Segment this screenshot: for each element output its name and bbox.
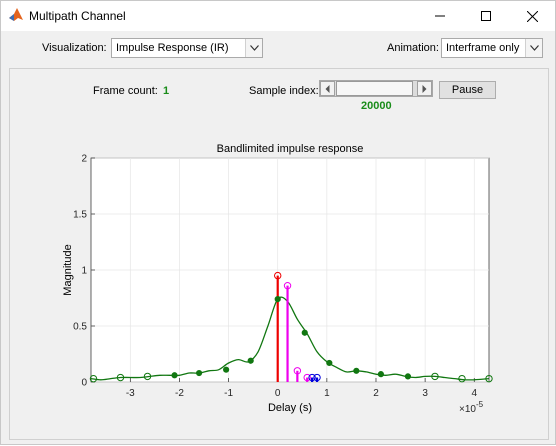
visualization-label: Visualization:	[42, 42, 107, 54]
sample-marker-filled	[353, 367, 360, 374]
stem-marker	[303, 373, 311, 382]
sample-marker-filled	[326, 359, 333, 367]
sample-marker-filled	[171, 372, 178, 379]
axis-ticks: -3 -2 -1 0 1 2 3 4 0 0.5 1 1.5 2	[73, 154, 477, 400]
close-icon	[526, 10, 538, 22]
sample-marker-filled	[301, 329, 308, 336]
sample-marker-filled	[247, 357, 254, 364]
title-bar[interactable]: Multipath Channel	[1, 1, 555, 31]
stem-marker	[313, 373, 321, 382]
sample-marker-filled	[377, 371, 385, 378]
y-tick-label: 1.5	[73, 210, 87, 221]
sample-markers	[89, 296, 493, 383]
y-tick-label: 1	[81, 266, 87, 277]
stem-marker	[308, 373, 316, 382]
x-exponent-label: ×10-5	[459, 400, 484, 415]
chevron-down-icon[interactable]	[525, 39, 542, 57]
y-tick-label: 0	[81, 378, 87, 389]
sample-marker-hollow	[485, 374, 493, 383]
visualization-select-value: Impulse Response (IR)	[116, 42, 229, 54]
slider-left-arrow-button[interactable]	[320, 81, 335, 96]
frame-count-value: 1	[163, 85, 170, 97]
x-tick-label: 2	[373, 388, 379, 399]
matlab-app-icon	[8, 7, 24, 23]
sample-marker-hollow	[89, 374, 98, 383]
slider-right-arrow-button[interactable]	[417, 81, 432, 96]
sample-index-value: 20000	[361, 100, 392, 112]
chevron-down-icon[interactable]	[245, 39, 262, 57]
stem-marker	[283, 281, 292, 290]
path-stems	[274, 271, 321, 382]
animation-select[interactable]: Interframe only	[441, 38, 543, 58]
y-tick-label: 2	[81, 154, 87, 165]
pause-button[interactable]: Pause	[439, 81, 496, 99]
maximize-icon	[481, 11, 491, 21]
sample-marker-hollow	[431, 372, 439, 381]
x-exponent-power: -5	[476, 400, 484, 409]
sample-marker-hollow	[116, 373, 125, 382]
chevron-right-icon	[422, 84, 427, 93]
sample-marker-filled	[274, 296, 281, 303]
window-title: Multipath Channel	[29, 9, 126, 23]
grid-lines	[91, 157, 489, 383]
sample-marker-filled	[223, 366, 230, 373]
x-tick-label: -2	[175, 388, 184, 399]
x-exponent-base: ×10	[459, 404, 476, 415]
frame-count-label: Frame count:	[93, 85, 158, 97]
x-axis-label: Delay (s)	[268, 402, 312, 414]
toolbar: Visualization: Impulse Response (IR) Ani…	[1, 31, 555, 67]
animation-select-value: Interframe only	[446, 42, 520, 54]
close-button[interactable]	[509, 1, 555, 31]
x-tick-label: 3	[422, 388, 428, 399]
stem-marker	[293, 367, 302, 375]
x-tick-label: 1	[324, 388, 330, 399]
minimize-icon	[435, 15, 445, 17]
maximize-button[interactable]	[463, 1, 509, 31]
minimize-button[interactable]	[417, 1, 463, 31]
chevron-left-icon	[325, 84, 330, 93]
sample-index-slider[interactable]	[319, 80, 433, 97]
sample-index-label: Sample index:	[249, 85, 319, 97]
sample-marker-hollow	[458, 374, 466, 383]
visualization-select[interactable]: Impulse Response (IR)	[111, 38, 263, 58]
slider-thumb[interactable]	[336, 81, 413, 96]
animation-label: Animation:	[387, 42, 439, 54]
y-axis-label: Magnitude	[62, 244, 74, 295]
x-tick-label: -3	[126, 388, 135, 399]
x-tick-label: 4	[471, 388, 477, 399]
sample-marker-hollow	[143, 372, 152, 381]
x-tick-label: 0	[275, 388, 281, 399]
y-tick-label: 0.5	[73, 322, 87, 333]
chart-title: Bandlimited impulse response	[217, 143, 364, 155]
x-tick-label: -1	[224, 388, 233, 399]
stem-marker	[274, 271, 282, 280]
sample-marker-filled	[195, 369, 203, 377]
sample-marker-filled	[404, 373, 412, 380]
